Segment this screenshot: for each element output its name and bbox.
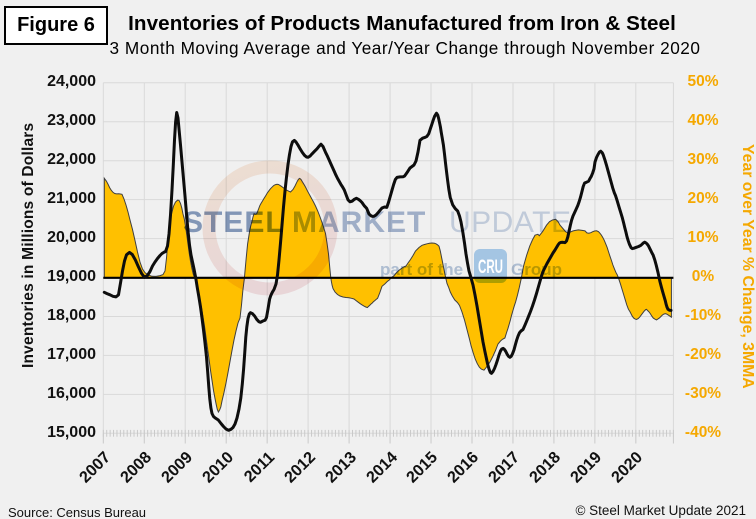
svg-text:Group: Group (511, 260, 562, 279)
svg-text:STEEL: STEEL (183, 206, 285, 239)
svg-text:CRU: CRU (478, 257, 503, 278)
svg-text:MARKET: MARKET (292, 206, 426, 239)
svg-text:UPDATE: UPDATE (449, 206, 571, 239)
svg-text:part of the: part of the (380, 260, 463, 279)
